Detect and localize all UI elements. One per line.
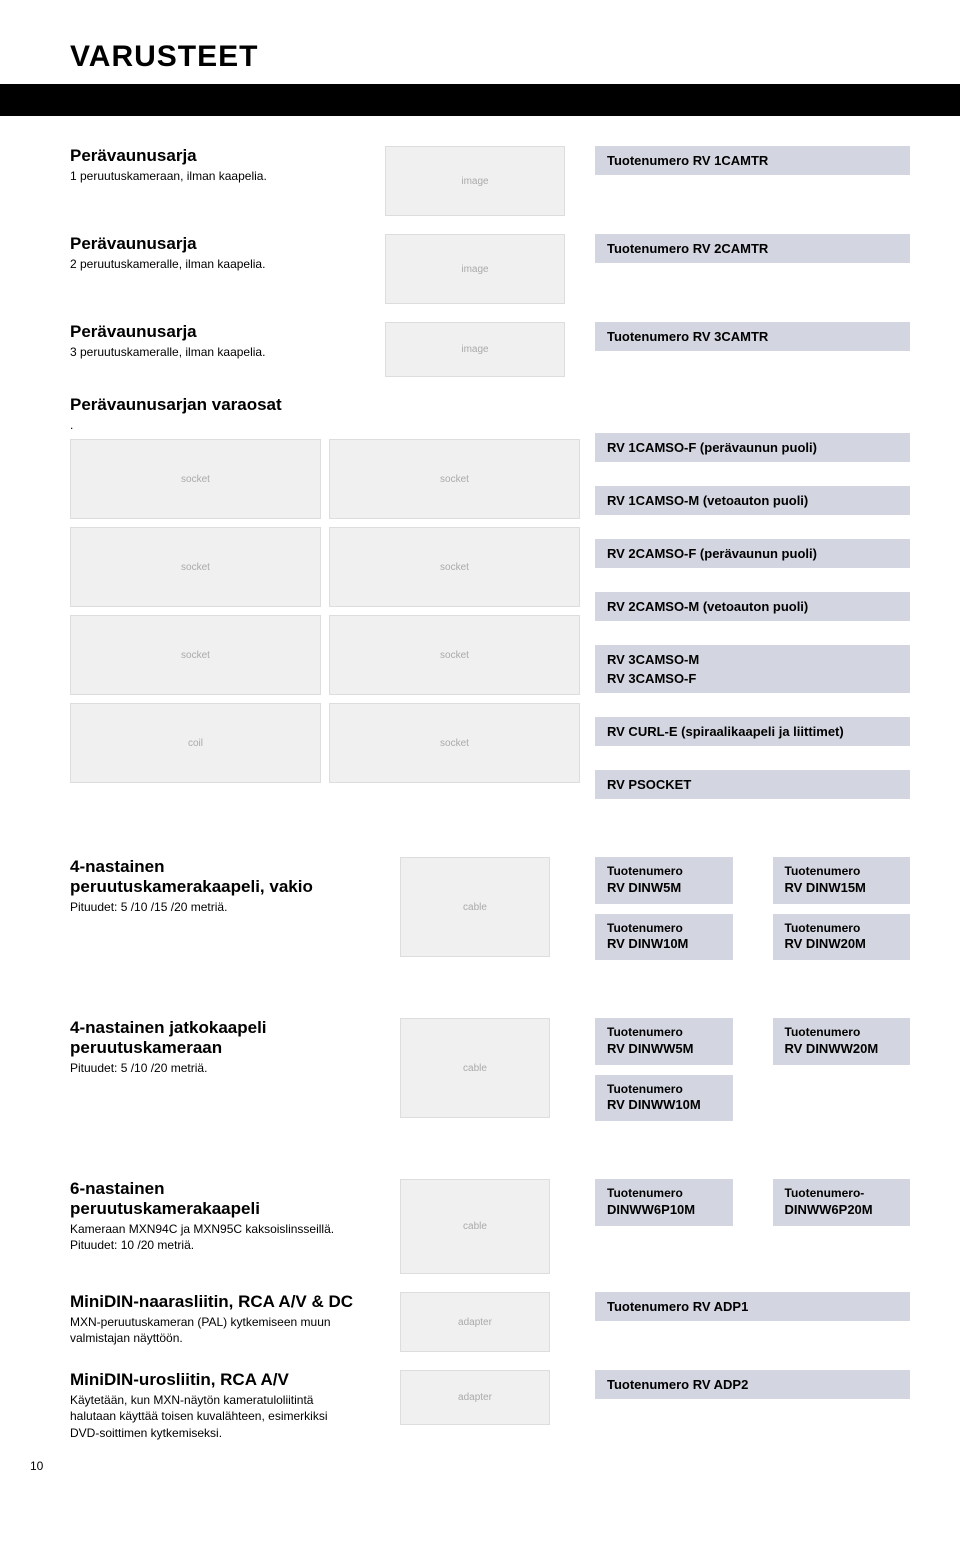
- sku-label: Tuotenumero: [607, 1025, 721, 1041]
- spare-sku-line: RV 3CAMSO-M: [607, 652, 898, 667]
- adp2-row: MiniDIN-urosliitin, RCA A/V Käytetään, k…: [70, 1370, 910, 1441]
- adp1-image: adapter: [400, 1292, 550, 1352]
- sku-label: Tuotenumero: [785, 864, 899, 880]
- kit-image: image: [385, 234, 565, 304]
- kit-title: Perävaunusarja: [70, 322, 355, 342]
- kit-desc: 1 peruutuskameraan, ilman kaapelia.: [70, 168, 355, 184]
- sku-value: RV DINW5M: [607, 880, 721, 897]
- kit-sku: Tuotenumero RV 3CAMTR: [595, 322, 910, 351]
- spare-sku: RV 2CAMSO-F (perävaunun puoli): [595, 539, 910, 568]
- ext4-desc: Pituudet: 5 /10 /20 metriä.: [70, 1060, 355, 1076]
- sku-value: RV DINWW20M: [785, 1041, 899, 1058]
- spare-sku: RV PSOCKET: [595, 770, 910, 799]
- sku-block: Tuotenumero RV DINW10M: [595, 914, 733, 960]
- sku-value: RV DINW15M: [785, 880, 899, 897]
- spare-sku: RV CURL-E (spiraalikaapeli ja liittimet): [595, 717, 910, 746]
- adp1-title: MiniDIN-naarasliitin, RCA A/V & DC: [70, 1292, 355, 1312]
- sku-value: RV DINW10M: [607, 936, 721, 953]
- spare-image: socket: [329, 439, 580, 519]
- adp2-title: MiniDIN-urosliitin, RCA A/V: [70, 1370, 355, 1390]
- spares-section: Perävaunusarjan varaosat . socket socket…: [70, 395, 910, 799]
- cable6-title: 6-nastainen peruutuskamerakaapeli: [70, 1179, 355, 1219]
- sku-block: Tuotenumero RV DINW5M: [595, 857, 733, 903]
- sku-block: Tuotenumero RV DINW15M: [773, 857, 911, 903]
- kit-desc: 2 peruutuskameralle, ilman kaapelia.: [70, 256, 355, 272]
- sku-label: Tuotenumero-: [785, 1186, 899, 1202]
- cable4-title: 4-nastainen peruutuskamerakaapeli, vakio: [70, 857, 355, 897]
- kit-sku: Tuotenumero RV 1CAMTR: [595, 146, 910, 175]
- spares-desc: .: [70, 417, 910, 433]
- spare-image: socket: [329, 615, 580, 695]
- adp2-image: adapter: [400, 1370, 550, 1425]
- spare-sku: RV 1CAMSO-F (perävaunun puoli): [595, 433, 910, 462]
- cable4-desc: Pituudet: 5 /10 /15 /20 metriä.: [70, 899, 355, 915]
- sku-label: Tuotenumero: [607, 864, 721, 880]
- adp1-sku: Tuotenumero RV ADP1: [595, 1292, 910, 1321]
- cable4-row: 4-nastainen peruutuskamerakaapeli, vakio…: [70, 857, 910, 970]
- spares-title: Perävaunusarjan varaosat: [70, 395, 910, 415]
- sku-value: RV DINW20M: [785, 936, 899, 953]
- sku-value: RV DINWW5M: [607, 1041, 721, 1058]
- cable4-image: cable: [400, 857, 550, 957]
- sku-label: Tuotenumero: [785, 1025, 899, 1041]
- adp2-sku: Tuotenumero RV ADP2: [595, 1370, 910, 1399]
- kit-image: image: [385, 322, 565, 377]
- sku-label: Tuotenumero: [785, 921, 899, 937]
- header-bar: [0, 84, 960, 116]
- spare-image: socket: [329, 527, 580, 607]
- kit-title: Perävaunusarja: [70, 234, 355, 254]
- adp2-desc: Käytetään, kun MXN-näytön kameratuloliit…: [70, 1392, 355, 1441]
- kit-row: Perävaunusarja 2 peruutuskameralle, ilma…: [70, 234, 910, 304]
- sku-label: Tuotenumero: [607, 1186, 721, 1202]
- kit-sku: Tuotenumero RV 2CAMTR: [595, 234, 910, 263]
- spare-image: socket: [70, 439, 321, 519]
- kit-desc: 3 peruutuskameralle, ilman kaapelia.: [70, 344, 355, 360]
- adp1-row: MiniDIN-naarasliitin, RCA A/V & DC MXN-p…: [70, 1292, 910, 1352]
- sku-label: Tuotenumero: [607, 921, 721, 937]
- sku-block: Tuotenumero RV DINWW5M: [595, 1018, 733, 1064]
- kit-title: Perävaunusarja: [70, 146, 355, 166]
- spare-image: socket: [329, 703, 580, 783]
- kit-row: Perävaunusarja 3 peruutuskameralle, ilma…: [70, 322, 910, 377]
- ext4-title: 4-nastainen jatkokaapeli peruutuskameraa…: [70, 1018, 355, 1058]
- sku-value: DINWW6P20M: [785, 1202, 899, 1219]
- spare-sku-line: RV 3CAMSO-F: [607, 671, 898, 686]
- spare-image: socket: [70, 615, 321, 695]
- kit-image: image: [385, 146, 565, 216]
- cable6-image: cable: [400, 1179, 550, 1274]
- spare-sku: RV 1CAMSO-M (vetoauton puoli): [595, 486, 910, 515]
- sku-value: DINWW6P10M: [607, 1202, 721, 1219]
- adp1-desc: MXN-peruutuskameran (PAL) kytkemiseen mu…: [70, 1314, 355, 1346]
- page-title: VARUSTEET: [70, 40, 910, 74]
- sku-block: Tuotenumero RV DINWW20M: [773, 1018, 911, 1064]
- ext4-row: 4-nastainen jatkokaapeli peruutuskameraa…: [70, 1018, 910, 1131]
- spare-image: socket: [70, 527, 321, 607]
- cable6-desc: Kameraan MXN94C ja MXN95C kaksoislinssei…: [70, 1221, 355, 1253]
- sku-label: Tuotenumero: [607, 1082, 721, 1098]
- spare-image: coil: [70, 703, 321, 783]
- spare-sku-double: RV 3CAMSO-M RV 3CAMSO-F: [595, 645, 910, 693]
- sku-block: Tuotenumero- DINWW6P20M: [773, 1179, 911, 1225]
- kit-row: Perävaunusarja 1 peruutuskameraan, ilman…: [70, 146, 910, 216]
- ext4-image: cable: [400, 1018, 550, 1118]
- sku-block: Tuotenumero RV DINW20M: [773, 914, 911, 960]
- cable6-row: 6-nastainen peruutuskamerakaapeli Kamera…: [70, 1179, 910, 1274]
- page-number: 10: [30, 1459, 910, 1473]
- spare-sku: RV 2CAMSO-M (vetoauton puoli): [595, 592, 910, 621]
- sku-block: Tuotenumero RV DINWW10M: [595, 1075, 733, 1121]
- sku-value: RV DINWW10M: [607, 1097, 721, 1114]
- sku-block: Tuotenumero DINWW6P10M: [595, 1179, 733, 1225]
